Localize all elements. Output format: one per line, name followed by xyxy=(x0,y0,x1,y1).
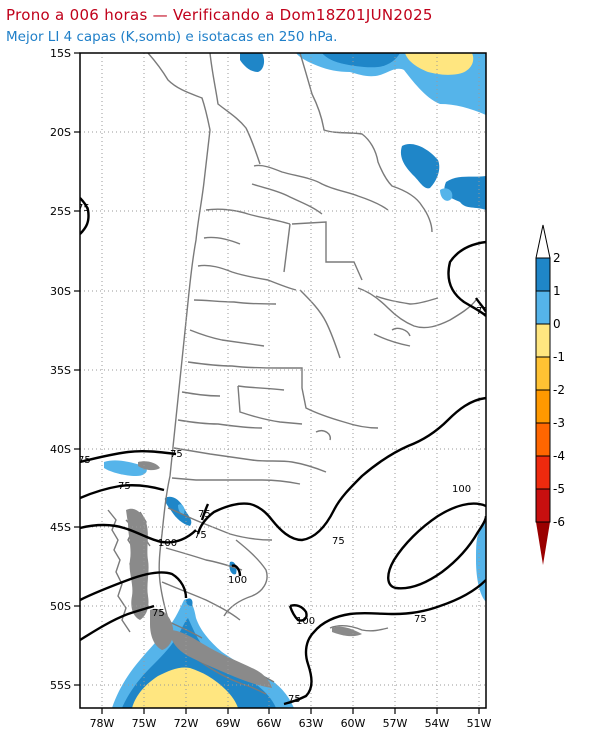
colorbar-tick: -3 xyxy=(553,416,565,430)
contour-label: 75 xyxy=(476,306,489,317)
lat-label: 50S xyxy=(50,600,71,613)
colorbar-tick: -1 xyxy=(553,350,565,364)
lon-label: 51W xyxy=(467,717,492,730)
lat-label: 55S xyxy=(50,679,71,692)
lon-label: 75W xyxy=(132,717,157,730)
lon-label: 63W xyxy=(299,717,324,730)
colorbar-swatch xyxy=(536,291,550,324)
colorbar-tick: 1 xyxy=(553,284,561,298)
contour-label: 75 xyxy=(198,509,211,520)
lon-label: 57W xyxy=(383,717,408,730)
lat-label: 45S xyxy=(50,521,71,534)
contour-label: 75 xyxy=(152,608,165,619)
contour-label: 75 xyxy=(332,536,345,547)
colorbar-swatch xyxy=(536,258,550,291)
lon-label: 66W xyxy=(257,717,282,730)
contour-label: 75 xyxy=(77,203,90,214)
lon-label: 54W xyxy=(425,717,450,730)
colorbar-tick: -6 xyxy=(553,515,565,529)
colorbar-swatch xyxy=(536,390,550,423)
lat-label: 35S xyxy=(50,364,71,377)
map-frame xyxy=(79,52,487,709)
contour-label: 75 xyxy=(78,455,91,466)
colorbar-bottom-arrow xyxy=(536,522,550,565)
longitude-labels: 78W 75W 72W 69W 66W 63W 60W 57W 54W 51W xyxy=(90,717,492,730)
latitude-labels: 15S 20S 25S 30S 35S 40S 45S 50S 55S xyxy=(50,47,71,692)
lat-label: 40S xyxy=(50,443,71,456)
colorbar-top-arrow xyxy=(535,224,551,259)
contour-label: 100 xyxy=(158,538,177,549)
colorbar-tick: 0 xyxy=(553,317,561,331)
map-subtitle: Mejor LI 4 capas (K,somb) e isotacas en … xyxy=(6,29,338,45)
colorbar-tick: -2 xyxy=(553,383,565,397)
contour-label: 75 xyxy=(288,694,301,705)
colorbar-tick: -5 xyxy=(553,482,565,496)
isotach-contours xyxy=(80,197,486,706)
colorbar-swatch xyxy=(536,324,550,357)
lon-label: 72W xyxy=(174,717,199,730)
lat-label: 15S xyxy=(50,47,71,60)
contour-label: 100 xyxy=(296,616,315,627)
contour-label: 100 xyxy=(452,484,471,495)
colorbar-swatch xyxy=(536,456,550,489)
contour-label: 75 xyxy=(118,481,131,492)
lat-label: 30S xyxy=(50,285,71,298)
contour-label: 75 xyxy=(194,530,207,541)
colorbar-swatch xyxy=(536,489,550,522)
colorbar-swatch xyxy=(536,423,550,456)
map-title: Prono a 006 horas — Verificando a Dom18Z… xyxy=(6,6,433,24)
axis-ticks xyxy=(74,52,480,714)
colorbar-tick: 2 xyxy=(553,251,561,265)
lon-label: 60W xyxy=(341,717,366,730)
lon-label: 69W xyxy=(216,717,241,730)
contour-label: 100 xyxy=(228,575,247,586)
lat-label: 25S xyxy=(50,205,71,218)
colorbar-swatch xyxy=(536,357,550,390)
colorbar: 2 1 0 -1 -2 -3 -4 -5 -6 xyxy=(535,224,565,565)
isotach-labels: 75 75 75 75 75 75 75 75 75 75 75 100 100… xyxy=(77,203,489,705)
contour-label: 75 xyxy=(414,614,427,625)
lon-label: 78W xyxy=(90,717,115,730)
contour-label: 75 xyxy=(170,449,183,460)
colorbar-tick: -4 xyxy=(553,449,565,463)
lat-label: 20S xyxy=(50,126,71,139)
